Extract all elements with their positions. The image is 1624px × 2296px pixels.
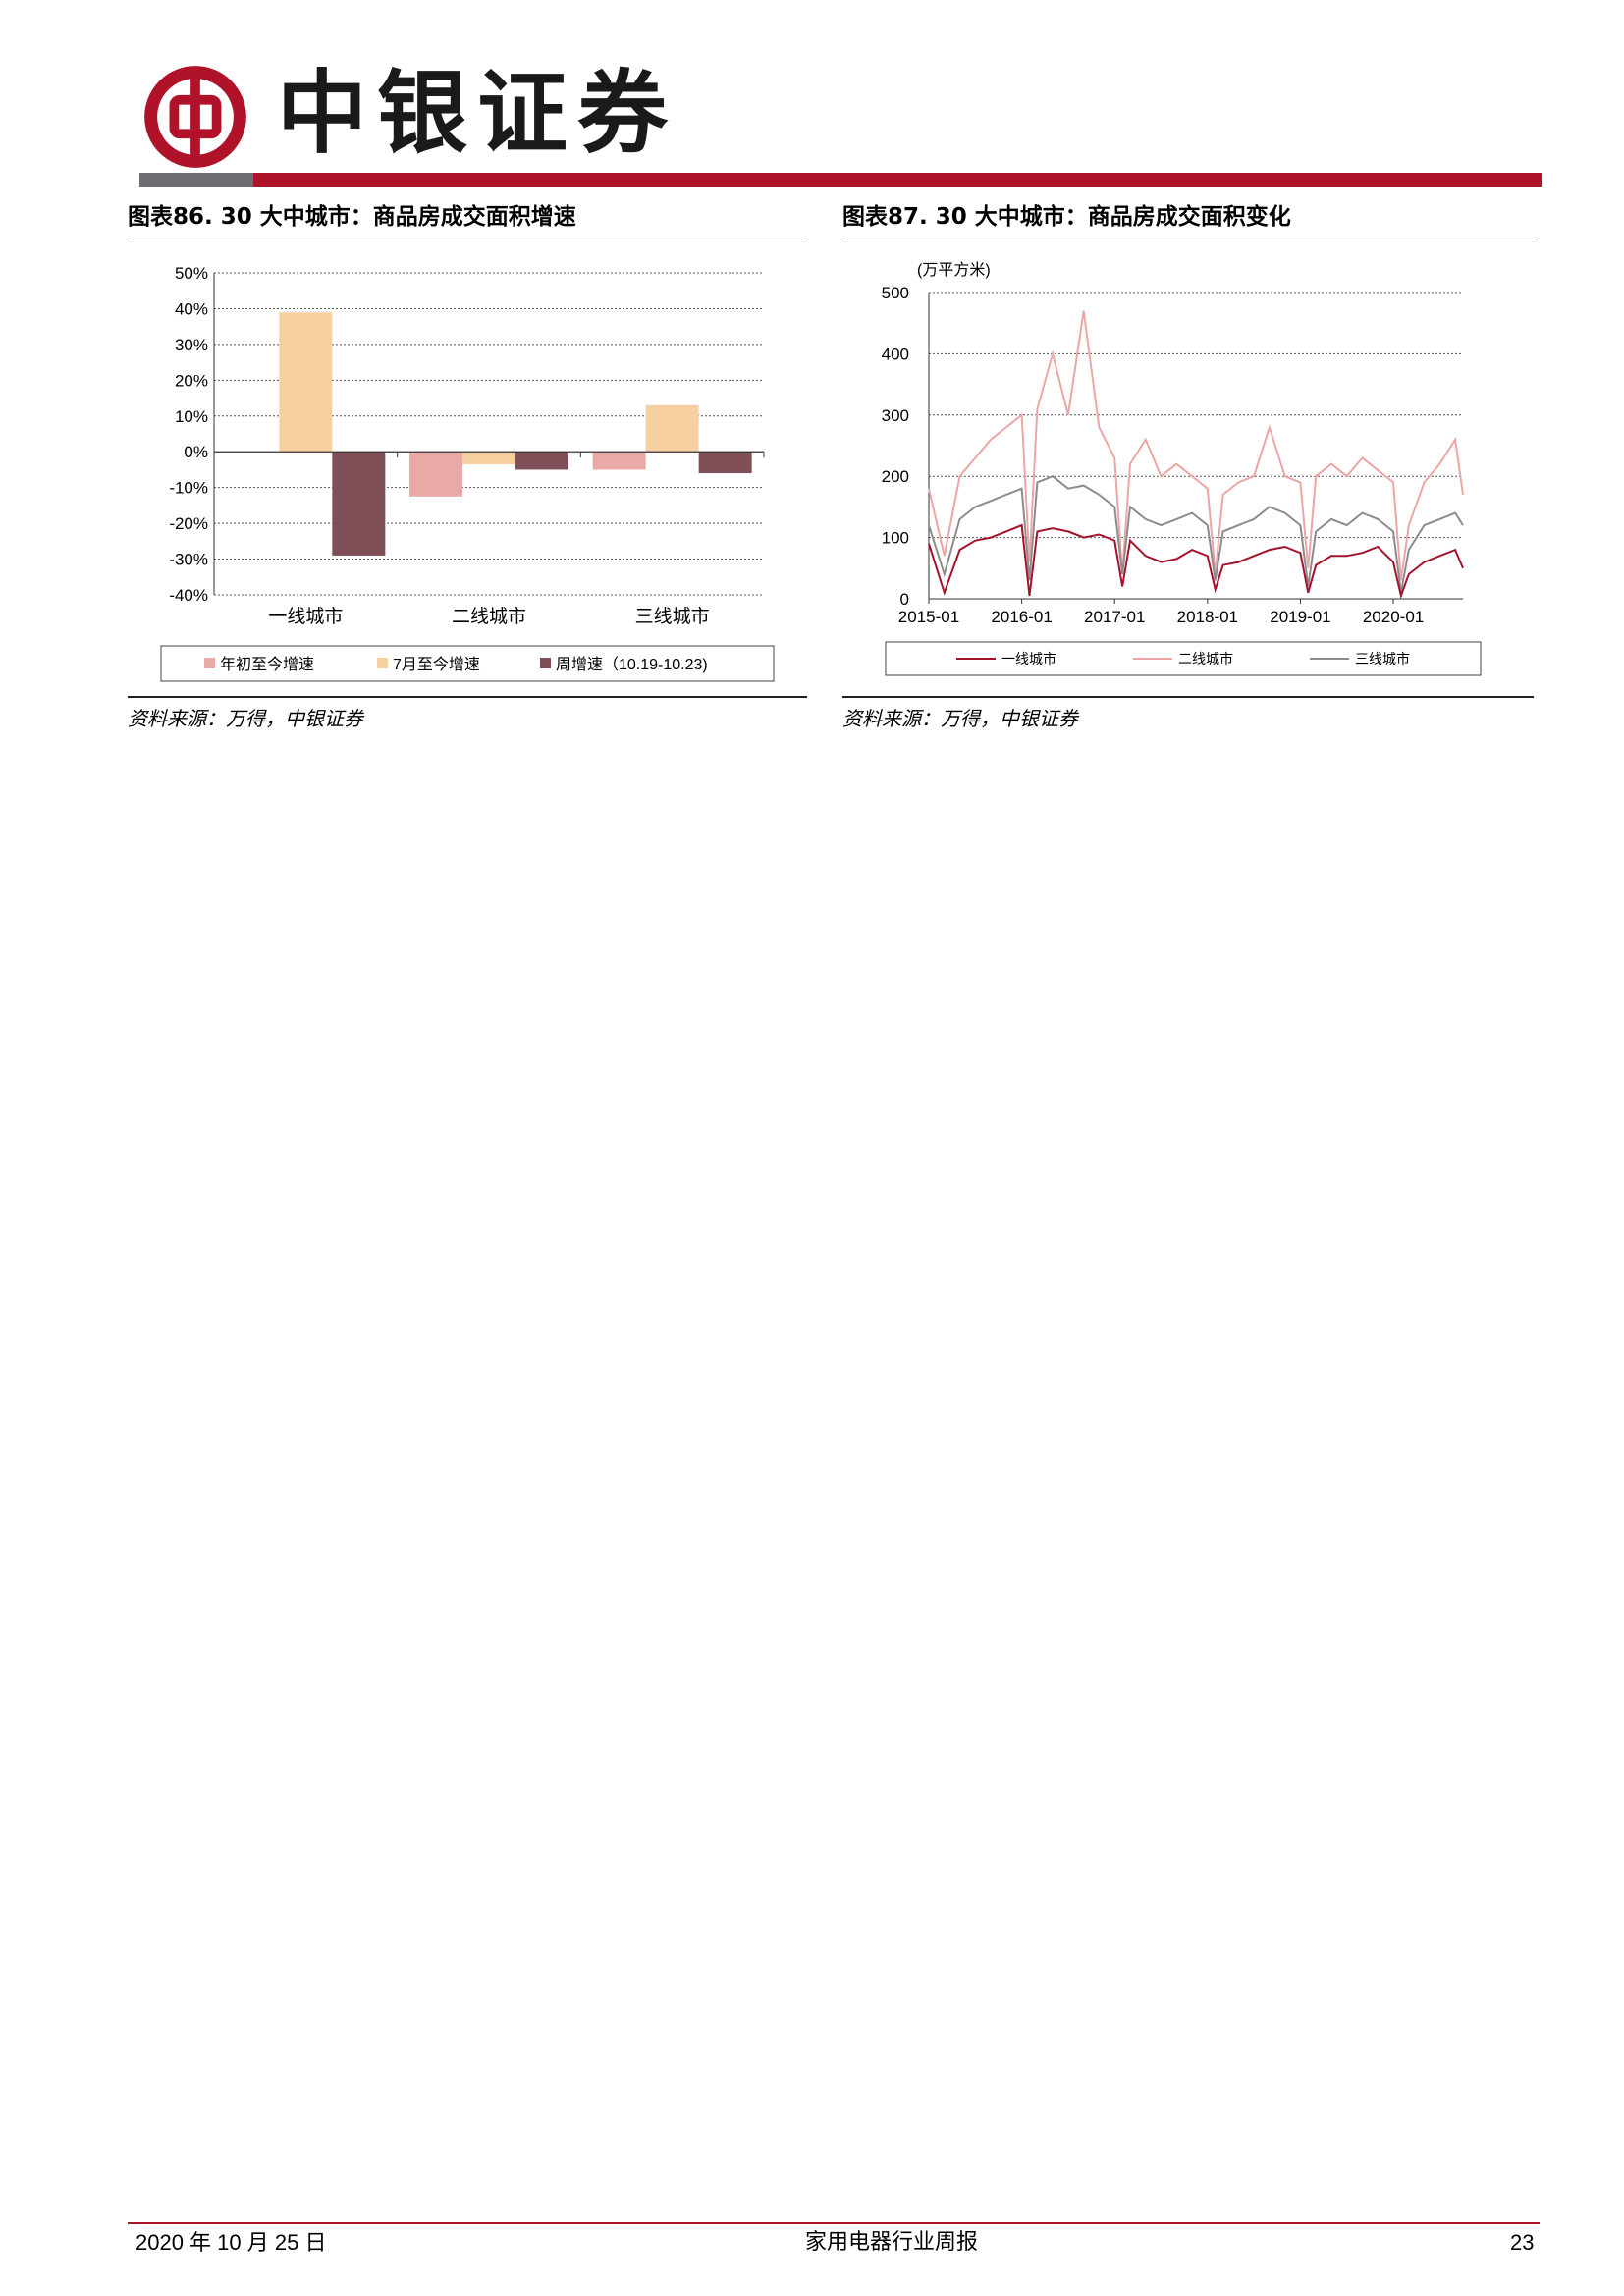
y-tick-label: 300 <box>882 406 909 425</box>
x-tick-label: 一线城市 <box>268 606 343 627</box>
bar <box>515 452 568 470</box>
figure-2-line-chart: (万平方米) 0 100 200 300 400 500 2015-01 2016-01 2017… <box>882 261 1482 676</box>
x-tick-label: 2015-01 <box>898 608 959 626</box>
series-line <box>928 475 1464 593</box>
series-line <box>928 523 1464 600</box>
y-tick-label: 0 <box>900 590 909 609</box>
legend-box <box>160 645 775 682</box>
x-tick-label: 2017-01 <box>1084 608 1145 626</box>
legend-label: 一线城市 <box>1001 651 1056 667</box>
figure-1-bar-chart: 50% 40% 30% 20% 10% 0% -10% -20% -30% -40% 一线城市 二线城… <box>160 264 775 682</box>
x-tick-label: 2018-01 <box>1177 608 1238 626</box>
y-tick-label: -30% <box>169 551 208 569</box>
x-tick-label: 2020-01 <box>1363 608 1424 626</box>
y-tick-label: 200 <box>882 467 909 486</box>
bar <box>279 312 333 453</box>
y-tick-label: -20% <box>169 514 208 533</box>
legend-swatch <box>377 658 388 668</box>
header-bar-red <box>253 173 1542 187</box>
legend-label: 二线城市 <box>1178 651 1233 667</box>
x-tick-label: 二线城市 <box>452 606 526 627</box>
y-tick-label: -10% <box>169 479 208 498</box>
legend-label: 三线城市 <box>1355 651 1410 667</box>
footer-date: 2020 年 10 月 25 日 <box>135 2230 327 2255</box>
figure-1-source: 资料来源：万得，中银证券 <box>128 707 363 730</box>
y-tick-label: -40% <box>169 586 208 605</box>
y-tick-label: 20% <box>175 371 208 390</box>
bar <box>409 452 462 497</box>
figure-1-bottom-rule <box>128 696 807 698</box>
series-line <box>928 310 1464 581</box>
figure-1-title: 图表86. 30 大中城市：商品房成交面积增速 <box>128 204 576 230</box>
figure-2-title: 图表87. 30 大中城市：商品房成交面积变化 <box>842 204 1291 230</box>
y-tick-label: 0% <box>184 443 208 461</box>
x-tick-label: 三线城市 <box>635 606 710 627</box>
y-tick-label: 500 <box>882 284 909 302</box>
y-tick-label: 50% <box>175 264 208 283</box>
footer-rule <box>128 2222 1540 2224</box>
legend-swatch <box>540 658 551 668</box>
bar <box>698 452 752 474</box>
y-tick-label: 100 <box>882 529 909 548</box>
legend-label: 年初至今增速 <box>220 656 314 673</box>
footer-report-name: 家用电器行业周报 <box>805 2230 979 2255</box>
bar <box>332 452 386 556</box>
y-tick-label: 10% <box>175 407 208 426</box>
figure-2-source: 资料来源：万得，中银证券 <box>842 707 1078 730</box>
legend-box <box>885 641 1482 676</box>
y-tick-label: 40% <box>175 299 208 318</box>
footer-page-number: 23 <box>1510 2230 1535 2255</box>
legend-label: 周增速（10.19-10.23) <box>556 656 708 673</box>
y-tick-label: 400 <box>882 345 909 363</box>
bank-of-china-logo-icon <box>144 66 246 168</box>
y-unit-label: (万平方米) <box>917 261 991 279</box>
bar <box>462 452 515 464</box>
bar <box>592 452 646 470</box>
header-bar-gray <box>139 173 253 187</box>
legend-label: 7月至今增速 <box>393 656 480 673</box>
bar <box>645 404 699 453</box>
x-tick-label: 2016-01 <box>991 608 1052 626</box>
legend-swatch <box>204 658 215 668</box>
brand-name: 中银证券 <box>277 60 678 166</box>
figure-2-bottom-rule <box>842 696 1534 698</box>
x-tick-label: 2019-01 <box>1270 608 1330 626</box>
y-tick-label: 30% <box>175 336 208 354</box>
